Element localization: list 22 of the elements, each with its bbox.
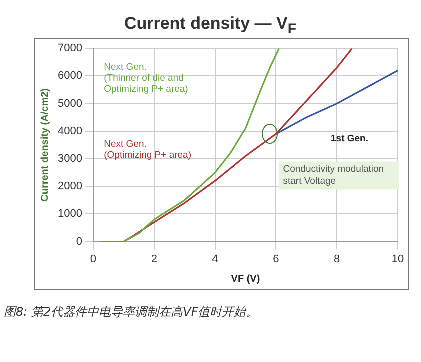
y-tick-label: 7000 <box>58 42 82 55</box>
text: Next Gen. (Optimizing P+ area) <box>104 139 192 162</box>
x-tick-label: 6 <box>273 253 280 266</box>
y-tick-label: 4000 <box>58 125 82 138</box>
x-axis-title: VF (V) <box>231 274 260 285</box>
y-tick-label: 0 <box>76 236 82 248</box>
caption: 图8: 第2代器件中电导率调制在高VF值时开始。 <box>4 304 260 321</box>
x-tick-label: 0 <box>90 253 97 266</box>
y-tick-label: 5000 <box>58 98 82 110</box>
y-axis-title: Current density (A/cm2) <box>40 88 51 202</box>
y-tick-label: 6000 <box>58 70 82 82</box>
chart-title: Current density — V$_{F}$ <box>123 13 298 38</box>
annotation: Conductivity modulation start Voltage <box>283 164 384 188</box>
x-tick-label: 8 <box>334 253 340 266</box>
text: Next Gen. (Thinner of die and Optimizing P+ area) <box>104 62 188 95</box>
x-tick-label: 2 <box>151 253 158 266</box>
x-tick-label: 4 <box>212 253 218 266</box>
text: 1st Gen. <box>331 134 369 145</box>
y-tick-label: 2000 <box>58 180 82 193</box>
y-tick-label: 1000 <box>58 208 82 220</box>
y-tick-label: 3000 <box>58 153 82 166</box>
x-tick-label: 10 <box>392 253 404 266</box>
